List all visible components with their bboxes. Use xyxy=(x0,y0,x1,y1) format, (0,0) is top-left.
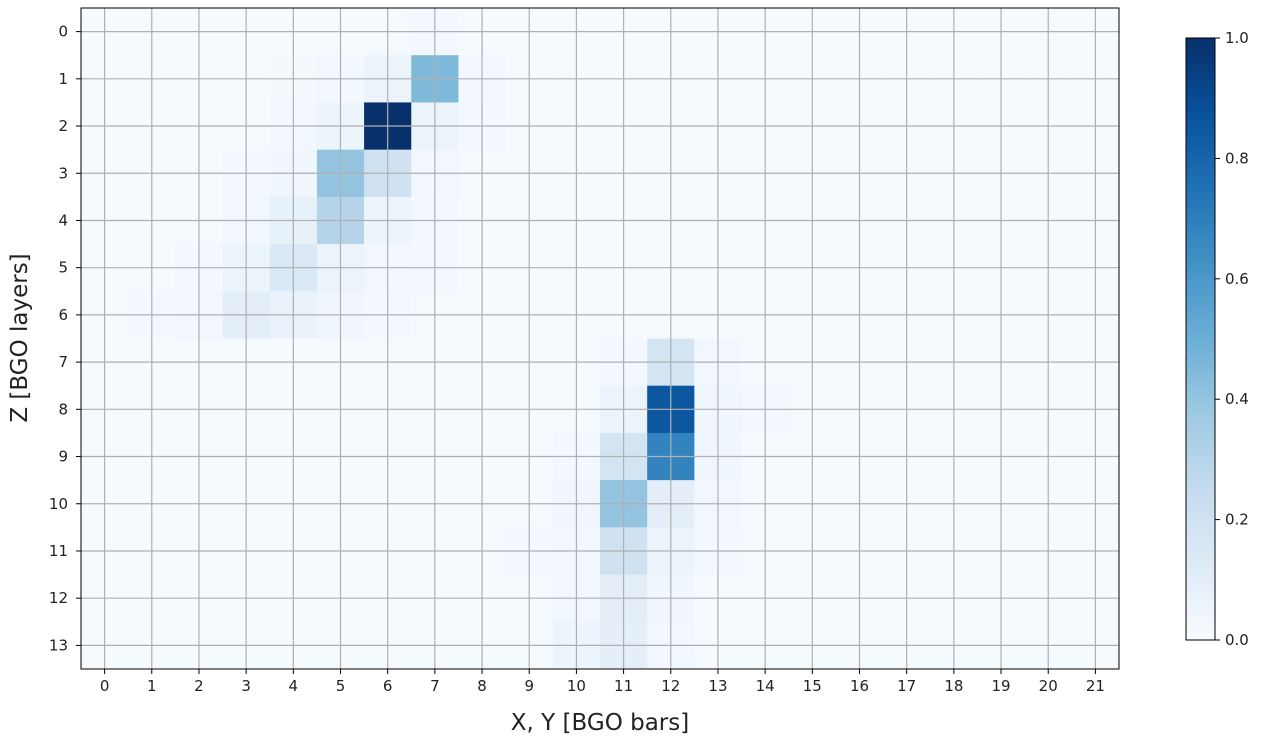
y-tick-label: 11 xyxy=(49,542,68,560)
y-tick-label: 12 xyxy=(49,589,68,607)
colorbar-gradient xyxy=(1185,37,1216,641)
x-tick-label: 10 xyxy=(567,677,586,695)
y-tick-label: 4 xyxy=(58,211,68,229)
y-tick-label: 8 xyxy=(58,400,68,418)
x-tick-label: 11 xyxy=(614,677,633,695)
x-tick-label: 2 xyxy=(194,677,204,695)
heatmap-cells xyxy=(81,8,1120,670)
x-tick-label: 8 xyxy=(477,677,487,695)
x-tick-label: 21 xyxy=(1086,677,1105,695)
x-tick-label: 18 xyxy=(944,677,963,695)
colorbar-tick-label: 0.0 xyxy=(1225,631,1249,649)
x-tick-label: 17 xyxy=(897,677,916,695)
y-tick-label: 0 xyxy=(58,23,68,41)
y-tick-label: 6 xyxy=(58,306,68,324)
x-tick-label: 12 xyxy=(661,677,680,695)
x-tick-label: 6 xyxy=(383,677,393,695)
y-axis-label: Z [BGO layers] xyxy=(7,253,33,422)
x-tick-label: 7 xyxy=(430,677,440,695)
colorbar-ticks: 0.0 0.2 0.4 0.6 0.8 1.0 xyxy=(1215,29,1249,649)
y-tick-label: 1 xyxy=(58,70,68,88)
plot-frame xyxy=(80,7,1120,670)
x-axis-ticks: 0 1 2 3 4 5 6 7 8 9 10 11 12 13 14 15 16 17 18 19 20 21 xyxy=(100,669,1105,695)
x-tick-label: 9 xyxy=(524,677,534,695)
x-tick-label: 0 xyxy=(100,677,110,695)
x-tick-label: 1 xyxy=(147,677,157,695)
y-tick-label: 7 xyxy=(58,353,68,371)
y-tick-label: 5 xyxy=(58,259,68,277)
x-tick-label: 3 xyxy=(241,677,251,695)
x-tick-label: 14 xyxy=(756,677,775,695)
colorbar-tick-label: 0.2 xyxy=(1225,511,1249,529)
colorbar-tick-label: 0.4 xyxy=(1225,390,1249,408)
y-tick-label: 13 xyxy=(49,636,68,654)
x-tick-label: 4 xyxy=(289,677,299,695)
x-tick-label: 15 xyxy=(803,677,822,695)
grid-lines xyxy=(81,8,1119,669)
y-tick-label: 3 xyxy=(58,164,68,182)
x-axis-label: X, Y [BGO bars] xyxy=(511,710,689,736)
x-tick-label: 19 xyxy=(991,677,1010,695)
colorbar xyxy=(1185,37,1216,641)
x-tick-label: 16 xyxy=(850,677,869,695)
colorbar-tick-label: 0.6 xyxy=(1225,270,1249,288)
colorbar-tick-label: 0.8 xyxy=(1225,149,1249,167)
colorbar-tick-label: 1.0 xyxy=(1225,29,1249,47)
y-tick-label: 9 xyxy=(58,448,68,466)
y-tick-label: 10 xyxy=(49,495,68,513)
x-tick-label: 5 xyxy=(336,677,346,695)
x-tick-label: 20 xyxy=(1039,677,1058,695)
x-tick-label: 13 xyxy=(708,677,727,695)
y-tick-label: 2 xyxy=(58,117,68,135)
